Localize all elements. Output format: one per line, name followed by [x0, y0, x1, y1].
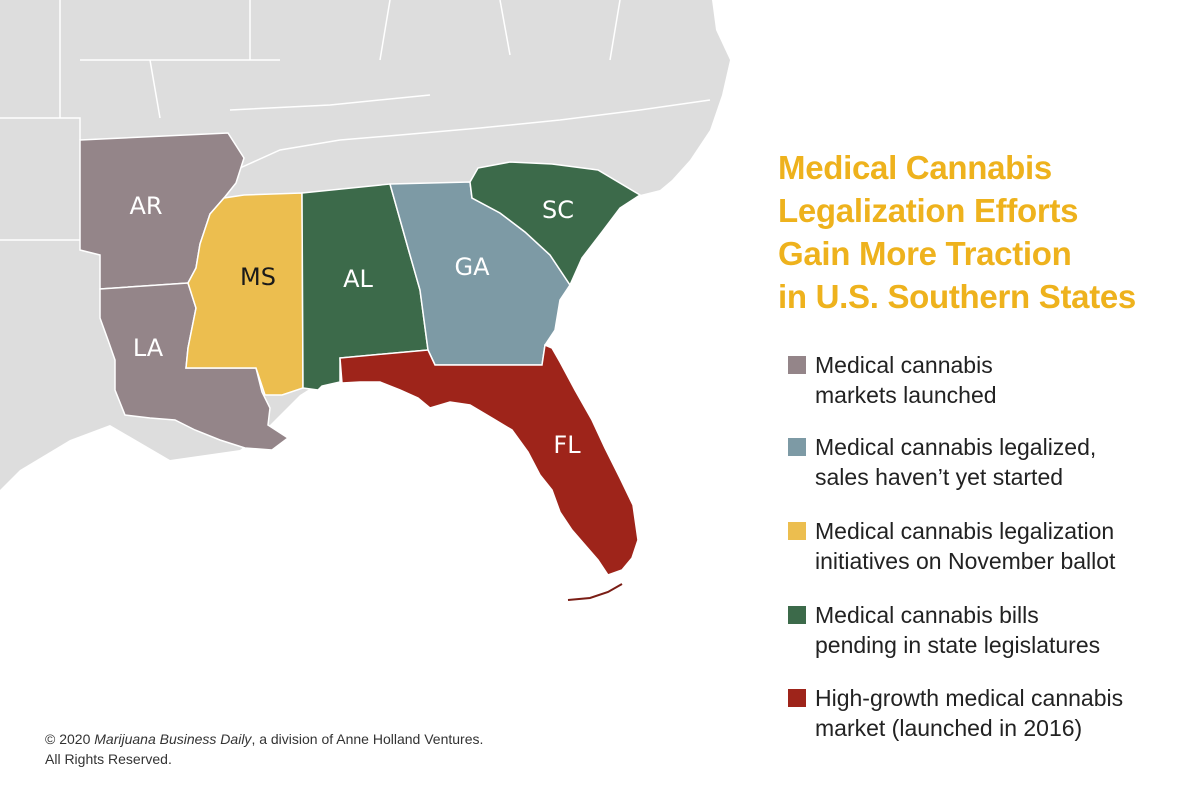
rights-line: All Rights Reserved.	[45, 751, 172, 767]
florida-keys	[567, 583, 623, 601]
legend-swatch	[788, 689, 806, 707]
legend-swatch	[788, 606, 806, 624]
publication-name: Marijuana Business Daily	[94, 731, 252, 747]
map-title: Medical Cannabis Legalization Efforts Ga…	[778, 146, 1188, 318]
title-line: Gain More Traction	[778, 235, 1072, 272]
state-label: MS	[240, 263, 276, 291]
legend-swatch	[788, 438, 806, 456]
legend-label: Medical cannabis legalization initiative…	[815, 518, 1116, 574]
legend-swatch	[788, 356, 806, 374]
legend-swatch	[788, 522, 806, 540]
state-south-carolina	[469, 161, 642, 287]
legend-label: Medical cannabis bills pending in state …	[815, 602, 1101, 658]
neighbor-borders	[0, 0, 711, 241]
title-line: Legalization Efforts	[778, 192, 1079, 229]
state-label: LA	[133, 334, 164, 362]
copyright-footer: © 2020 Marijuana Business Daily, a divis…	[45, 729, 483, 769]
state-label: FL	[553, 431, 581, 459]
state-florida	[339, 343, 639, 576]
copyright-line: © 2020 Marijuana Business Daily, a divis…	[45, 731, 484, 747]
legend-label: Medical cannabis markets launched	[815, 352, 997, 408]
state-mississippi	[185, 192, 304, 396]
state-label: GA	[454, 253, 490, 281]
state-label: SC	[542, 196, 574, 224]
legend-label: High-growth medical cannabis market (lau…	[815, 685, 1124, 741]
title-line: in U.S. Southern States	[778, 278, 1136, 315]
title-line: Medical Cannabis	[778, 149, 1052, 186]
legend-label: Medical cannabis legalized, sales haven’…	[815, 434, 1097, 490]
state-label: AL	[343, 265, 373, 293]
state-label: AR	[129, 192, 162, 220]
